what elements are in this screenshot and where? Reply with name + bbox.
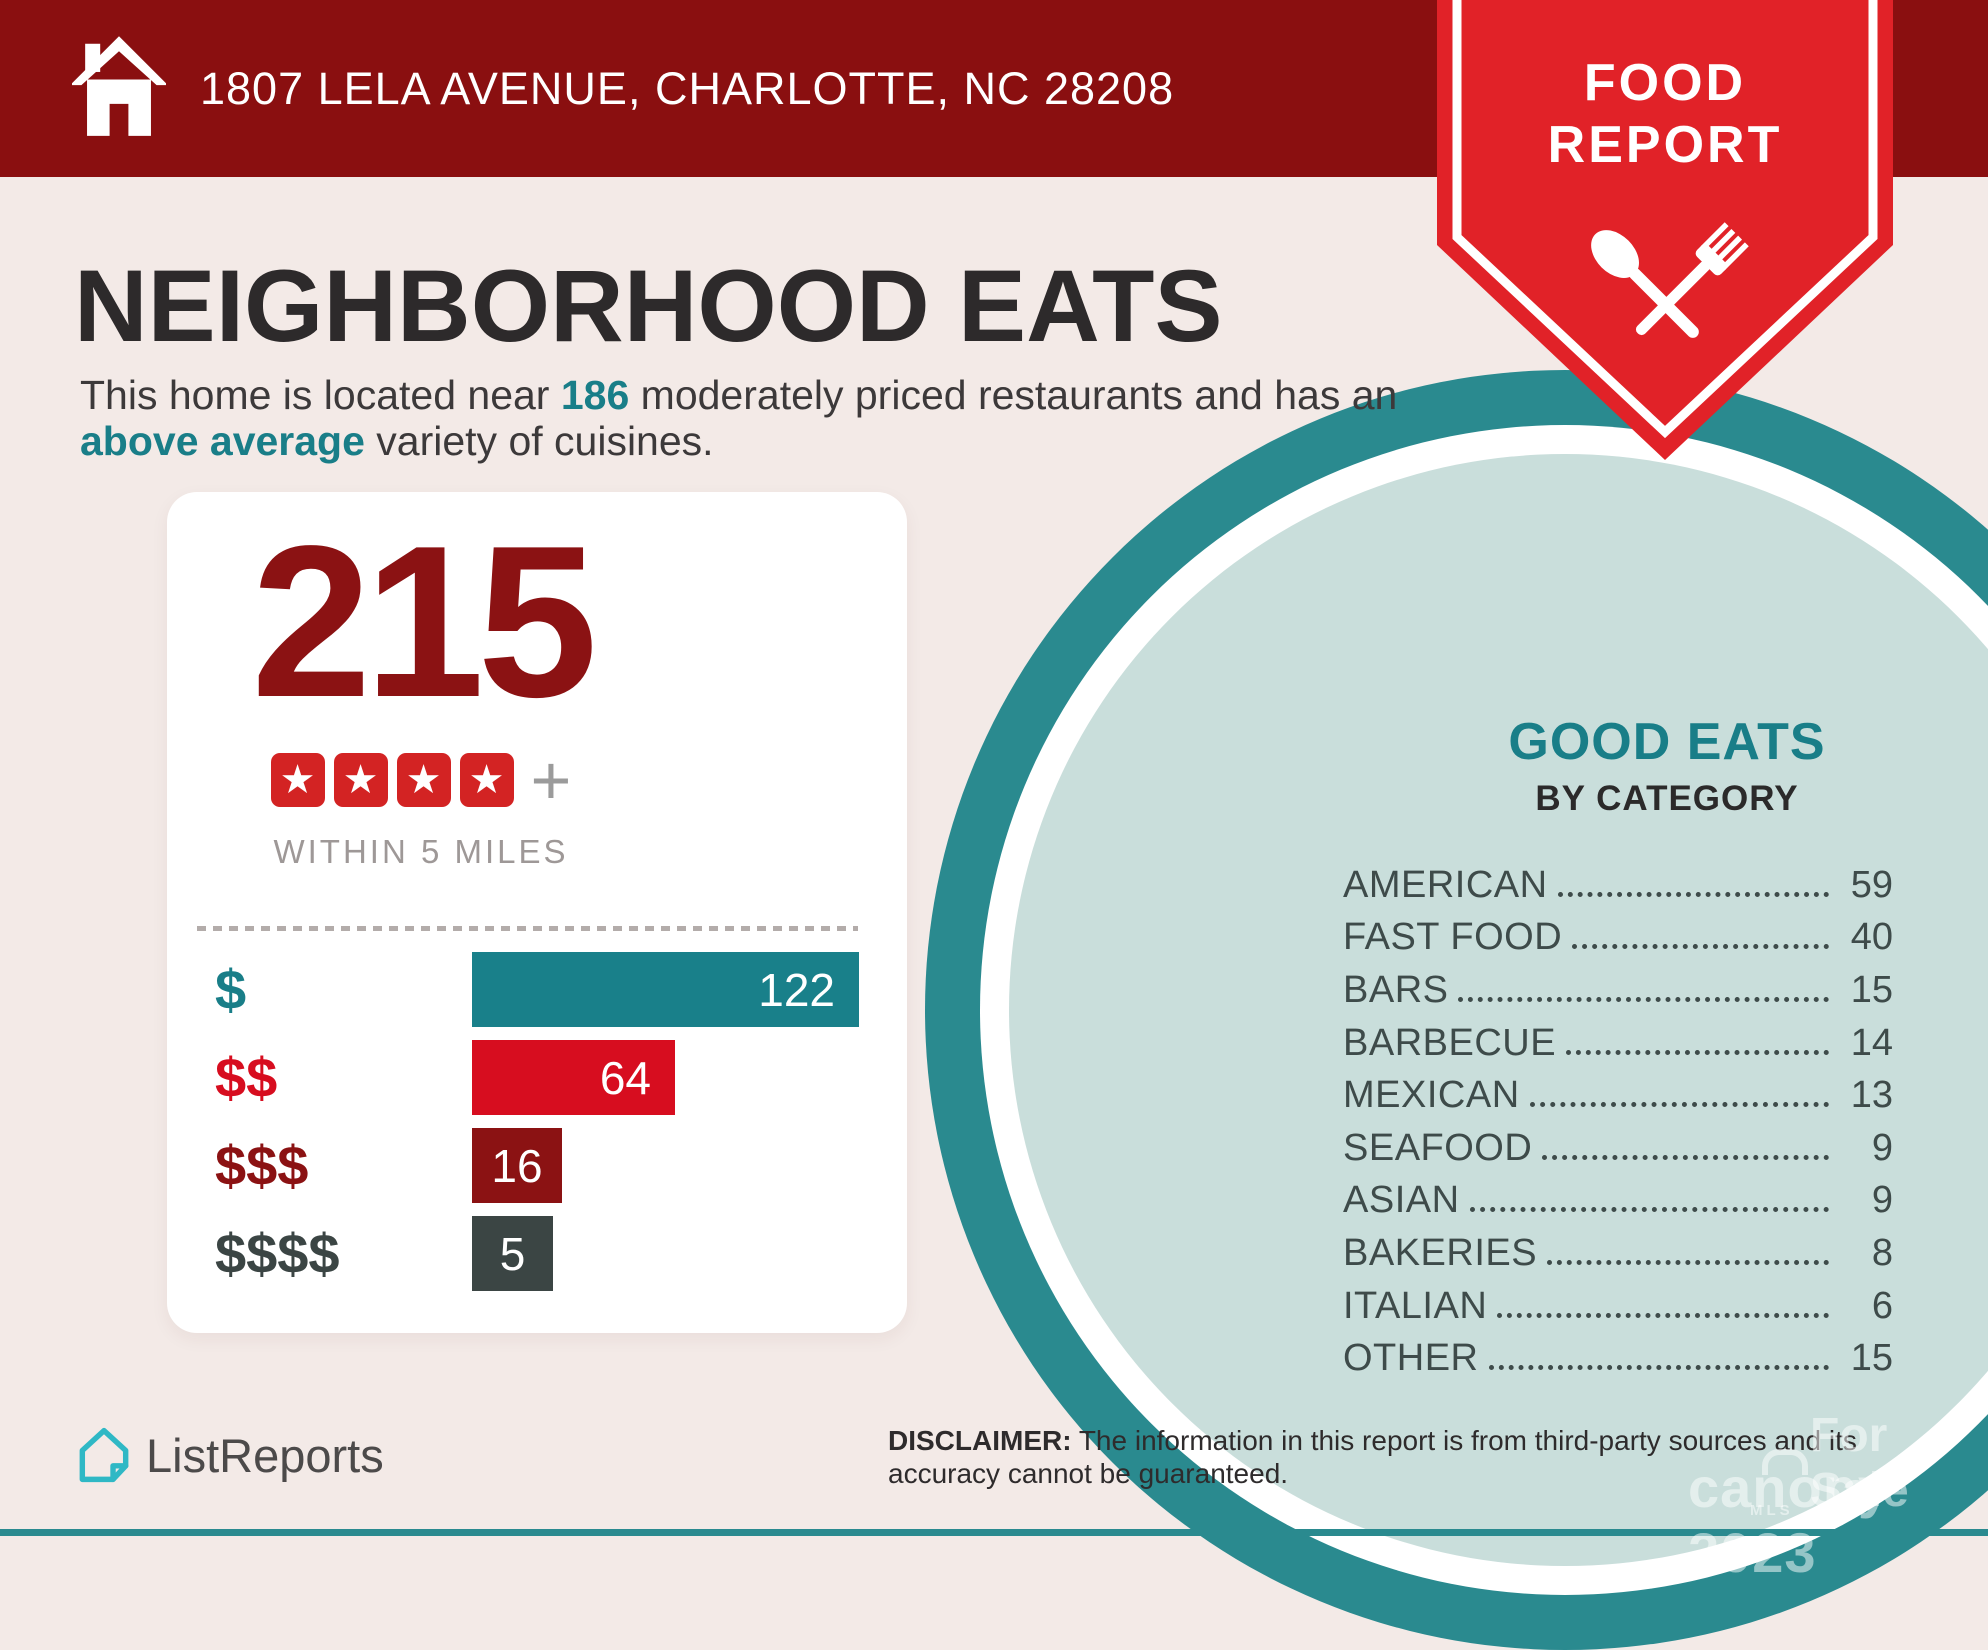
price-bar: 5 [472,1216,553,1291]
category-row: AMERICAN 59 [1343,859,1893,912]
category-list: AMERICAN 59 FAST FOOD 40 BARS 15 BARBECUE 14 MEX… [1343,859,1893,1385]
category-row: ITALIAN 6 [1343,1280,1893,1333]
category-label: BAKERIES [1343,1231,1538,1274]
category-label: FAST FOOD [1343,916,1563,959]
dashed-divider [197,926,858,931]
price-bar: 16 [472,1128,562,1203]
price-bar-row: $$ 64 [167,1040,907,1128]
category-row: BAKERIES 8 [1343,1227,1893,1280]
logo-text: ListReports [146,1428,384,1482]
category-value: 15 [1850,968,1893,1011]
price-bar-value: 64 [599,1051,651,1104]
dotted-leader [1572,944,1829,950]
badge-title: FOOD REPORT [1437,52,1893,176]
intro-pre: This home is located near [80,372,561,418]
watermark-canopy-dome-icon [1762,1449,1808,1475]
watermark-mls: MLS [1750,1502,1794,1519]
good-eats-title: GOOD EATS [1508,713,1826,771]
category-label: ITALIAN [1343,1284,1488,1327]
badge-line1: FOOD [1583,54,1747,112]
price-bar-value: 122 [758,963,835,1016]
category-value: 40 [1850,916,1893,959]
dotted-leader [1566,1049,1829,1055]
plus-icon: + [530,741,572,819]
total-restaurants: 215 [251,500,597,742]
listreports-logo: ListReports [76,1424,384,1486]
category-row: BARS 15 [1343,964,1893,1017]
category-label: OTHER [1343,1337,1479,1380]
category-row: BARBECUE 14 [1343,1017,1893,1070]
price-bar-row: $122 [167,952,907,1040]
category-row: SEAFOOD 9 [1343,1122,1893,1175]
category-value: 13 [1850,1074,1893,1117]
category-label: ASIAN [1343,1179,1460,1222]
price-bar: 64 [472,1040,675,1115]
star-icon: ★ [270,753,325,807]
category-label: BARBECUE [1343,1021,1557,1064]
stats-card: 215 ★ ★ ★ ★ + WITHIN 5 MILES $122 $$ 64 $$$ 16 $$… [167,492,907,1333]
food-report-badge [1437,0,1893,460]
watermark-for-sale: For Sale [1810,1409,1909,1517]
dotted-leader [1557,891,1829,897]
disclaimer-label: DISCLAIMER: [888,1425,1072,1456]
watermark-canopy: canopy 2023 [1688,1456,1891,1584]
star-icon: ★ [333,753,388,807]
intro-post: variety of cuisines. [364,418,714,464]
property-address: 1807 LELA AVENUE, CHARLOTTE, NC 28208 [200,62,1175,114]
dotted-leader [1529,1102,1829,1108]
home-icon [72,36,166,136]
mint-circle-fill [1009,454,1988,1566]
price-bar-chart: $122 $$ 64 $$$ 16 $$$$ 5 [167,952,907,1304]
category-row: MEXICAN 13 [1343,1069,1893,1122]
house-outline-folded-corner-icon [79,1427,129,1483]
category-label: AMERICAN [1343,863,1548,906]
dotted-leader [1547,1259,1829,1265]
dotted-leader [1542,1154,1829,1160]
disclaimer-text: The information in this report is from t… [888,1425,1857,1489]
star-icon: ★ [459,753,514,807]
bottom-accent-strip [0,1529,1988,1536]
dotted-leader [1469,1207,1829,1213]
dotted-leader [1497,1312,1829,1318]
price-bar-row: $$$$ 5 [167,1216,907,1304]
page-title: NEIGHBORHOOD EATS [74,249,1223,363]
category-label: SEAFOOD [1343,1126,1533,1169]
good-eats-subtitle: BY CATEGORY [1535,779,1799,818]
price-bar-value: 5 [499,1227,526,1280]
price-tier-label: $ [215,958,247,1021]
dotted-leader [1458,996,1829,1002]
intro-highlight: above average [80,418,365,464]
star-icon: ★ [396,753,451,807]
category-value: 9 [1871,1126,1893,1169]
price-bar-row: $$$ 16 [167,1128,907,1216]
category-label: MEXICAN [1343,1074,1520,1117]
dotted-leader [1488,1365,1829,1371]
price-bar-value: 16 [491,1139,543,1192]
category-value: 14 [1850,1021,1893,1064]
radius-caption: WITHIN 5 MILES [273,833,569,870]
category-label: BARS [1343,968,1449,1011]
stars-row: ★ ★ ★ ★ + [167,741,675,819]
category-value: 9 [1871,1179,1893,1222]
price-tier-label: $$$$ [215,1222,340,1285]
category-value: 15 [1850,1337,1893,1380]
price-bar: 122 [472,952,859,1027]
category-row: OTHER 15 [1343,1332,1893,1385]
intro-text: This home is located near 186 moderately… [80,372,1425,464]
category-value: 8 [1871,1231,1893,1274]
restaurant-count: 186 [560,372,630,418]
price-tier-label: $$ [215,1046,278,1109]
category-row: ASIAN 9 [1343,1175,1893,1228]
price-tier-label: $$$ [215,1134,309,1197]
badge-line2: REPORT [1547,116,1783,174]
crossed-spoon-and-fork-icon [1591,222,1749,338]
category-value: 6 [1871,1284,1893,1327]
category-row: FAST FOOD 40 [1343,912,1893,965]
category-value: 59 [1850,863,1893,906]
disclaimer: DISCLAIMER: The information in this repo… [888,1424,1968,1490]
intro-mid: moderately priced restaurants and has an [629,372,1398,418]
